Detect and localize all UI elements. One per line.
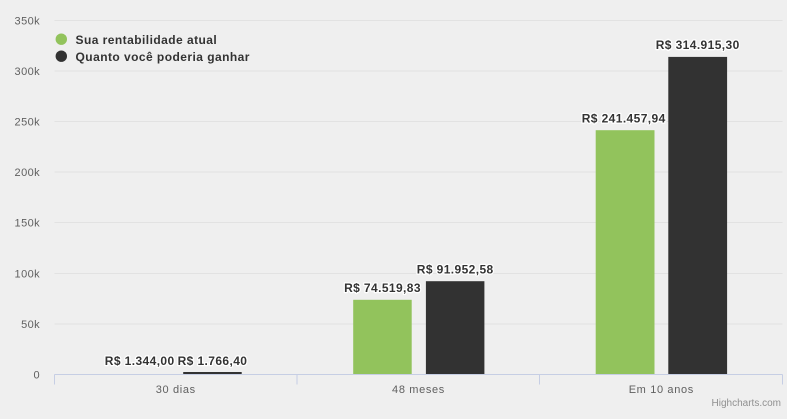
- svg-text:R$ 314.915,30: R$ 314.915,30: [656, 38, 740, 52]
- svg-text:Sua rentabilidade atual: Sua rentabilidade atual: [76, 33, 218, 47]
- svg-text:R$ 1.344,00: R$ 1.344,00: [105, 354, 175, 368]
- svg-text:Highcharts.com: Highcharts.com: [712, 398, 781, 409]
- svg-text:350k: 350k: [15, 16, 41, 28]
- svg-text:200k: 200k: [15, 167, 41, 179]
- svg-text:100k: 100k: [15, 269, 41, 281]
- svg-text:R$ 74.519,83: R$ 74.519,83: [344, 281, 421, 295]
- svg-text:250k: 250k: [15, 117, 41, 129]
- svg-text:50k: 50k: [21, 319, 40, 331]
- svg-text:150k: 150k: [15, 218, 41, 230]
- svg-text:30 dias: 30 dias: [156, 384, 196, 396]
- svg-text:300k: 300k: [15, 66, 41, 78]
- svg-text:R$ 91.952,58: R$ 91.952,58: [417, 263, 494, 277]
- svg-text:0: 0: [33, 370, 40, 382]
- svg-text:R$ 1.766,40: R$ 1.766,40: [178, 354, 248, 368]
- svg-text:Quanto você poderia ganhar: Quanto você poderia ganhar: [76, 50, 250, 64]
- svg-text:Em 10 anos: Em 10 anos: [629, 384, 694, 396]
- svg-text:48 meses: 48 meses: [392, 384, 445, 396]
- svg-text:R$ 241.457,94: R$ 241.457,94: [582, 112, 666, 126]
